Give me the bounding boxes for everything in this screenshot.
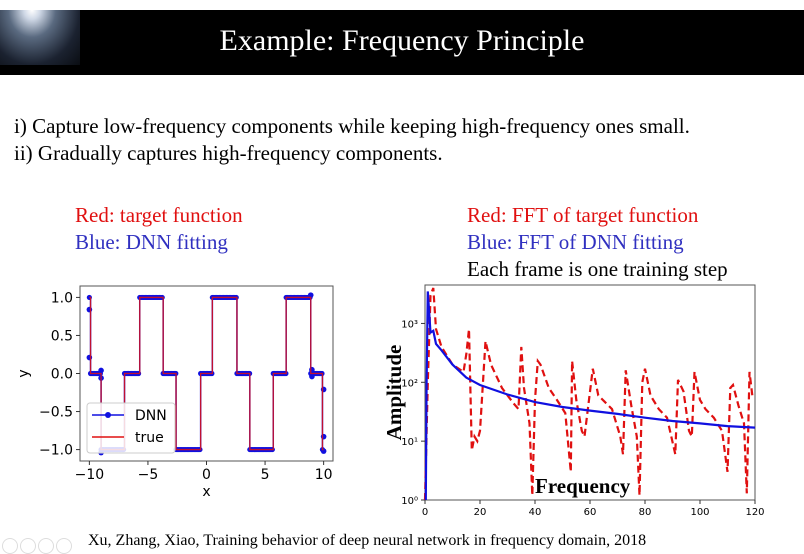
fft-chart: 0 20 40 60 80 100 120 10⁰ 10¹ 10² 10³ Frequency Ampl… <box>382 284 765 518</box>
y-tick-label: 1.0 <box>51 290 73 306</box>
x-tick-label: 100 <box>690 507 709 518</box>
x-tick-label: 40 <box>529 507 542 518</box>
left-caption-red: Red: target function <box>75 203 243 227</box>
x-axis-label: x <box>202 484 210 500</box>
dnn-point <box>320 386 327 393</box>
right-caption-red: Red: FFT of target function <box>467 203 699 227</box>
zoom-button[interactable] <box>56 538 72 554</box>
prev-slide-button[interactable] <box>2 538 18 554</box>
dnn-point <box>309 373 315 380</box>
y-tick-label: 0.0 <box>51 367 73 383</box>
slide-header: Example: Frequency Principle <box>0 10 804 75</box>
y-tick-label: 0.5 <box>51 328 73 344</box>
right-caption-note: Each frame is one training step <box>467 257 728 281</box>
dnn-point <box>98 367 104 374</box>
target-vs-dnn-chart: −10 −5 0 5 10 1.0 0.5 0.0 −0.5 −1.0 x y DNN true <box>16 285 334 500</box>
x-tick-label: 10 <box>315 467 333 483</box>
y-axis-label: y <box>16 369 32 377</box>
dnn-point <box>309 366 315 373</box>
dnn-point <box>320 433 327 440</box>
y-tick-label: 10⁰ <box>401 496 418 507</box>
next-slide-button[interactable] <box>20 538 36 554</box>
right-caption-blue: Blue: FFT of DNN fitting <box>467 230 684 254</box>
x-tick-label: 0 <box>202 467 211 483</box>
pen-tool-button[interactable] <box>38 538 54 554</box>
legend-dnn-marker <box>105 412 111 418</box>
x-tick-label: 60 <box>584 507 597 518</box>
target-fft-line <box>423 287 754 501</box>
legend-dnn-label: DNN <box>135 408 167 424</box>
citation: Xu, Zhang, Xiao, Training behavior of de… <box>88 532 647 549</box>
x-tick-label: 5 <box>261 467 270 483</box>
bullet-1: i) Capture low-frequency components whil… <box>14 114 690 138</box>
y-tick-label: 10² <box>401 378 418 389</box>
x-tick-label: −10 <box>75 467 105 483</box>
y-tick-label: 10³ <box>401 319 418 330</box>
y-tick-label: 10¹ <box>401 437 418 448</box>
x-tick-label: 0 <box>422 507 428 518</box>
y-tick-label: −1.0 <box>39 443 73 459</box>
left-caption-blue: Blue: DNN fitting <box>75 230 228 254</box>
x-tick-label: −5 <box>138 467 159 483</box>
legend-true-label: true <box>135 430 164 446</box>
x-tick-label: 120 <box>745 507 764 518</box>
bullet-2: ii) Gradually captures high-frequency co… <box>14 141 443 165</box>
dnn-fft-line <box>424 291 756 501</box>
header-image <box>0 10 80 65</box>
plot-area <box>424 284 756 501</box>
dnn-point <box>307 292 314 298</box>
x-axis-label: Frequency <box>535 474 631 498</box>
dnn-point <box>86 306 93 313</box>
dnn-point <box>86 354 93 361</box>
y-tick-label: −0.5 <box>39 405 73 421</box>
slide-title: Example: Frequency Principle <box>219 24 585 57</box>
x-tick-label: 80 <box>639 507 652 518</box>
x-tick-label: 20 <box>474 507 487 518</box>
y-axis-label: Amplitude <box>382 345 406 441</box>
